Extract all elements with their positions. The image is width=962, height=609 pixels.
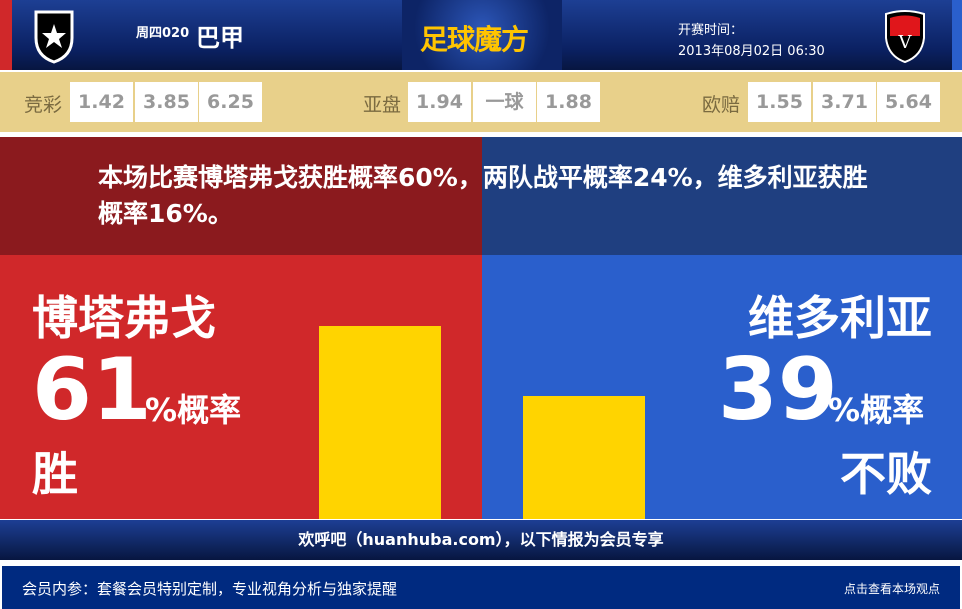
oupei-odds: 1.55 <box>748 82 811 122</box>
view-analysis-link[interactable]: 点击查看本场观点 <box>843 582 940 596</box>
home-outcome: 胜 <box>32 447 78 501</box>
summary-bg-away <box>482 137 962 255</box>
summary-bg-home <box>0 137 482 255</box>
member-banner: 欢呼吧（huanhuba.com），以下情报为会员专享 <box>0 520 962 560</box>
jingcai-odds: 6.25 <box>199 82 262 122</box>
home-percent: 61 <box>32 340 152 440</box>
jingcai-odds: 1.42 <box>70 82 133 122</box>
home-team-name: 博塔弗戈 <box>32 291 216 345</box>
site-logo[interactable]: 足球魔方 <box>420 23 529 56</box>
logo-panel <box>402 0 562 70</box>
home-probability-bar <box>319 326 441 519</box>
yapan-odds: 1.88 <box>537 82 600 122</box>
away-probability-bar <box>523 395 645 519</box>
yapan-handicap: 一球 <box>473 82 536 122</box>
match-number: 周四020 <box>136 26 190 41</box>
home-percent-unit: %概率 <box>145 391 242 429</box>
yapan-odds: 1.94 <box>408 82 471 122</box>
oupei-label: 欧赔 <box>702 94 741 116</box>
league-name: 巴甲 <box>196 24 244 52</box>
jingcai-label: 竞彩 <box>24 94 63 116</box>
away-outcome: 不败 <box>840 447 932 501</box>
kickoff-label: 开赛时间： <box>678 23 744 38</box>
botafogo-crest-icon <box>34 10 74 64</box>
away-percent: 39 <box>718 340 838 440</box>
oupei-odds: 3.71 <box>813 82 876 122</box>
yapan-label: 亚盘 <box>363 94 402 116</box>
home-color-strip <box>0 0 12 70</box>
footer-text: 会员内参：套餐会员特别定制，专业视角分析与独家提醒 <box>22 580 398 598</box>
probability-summary: 本场比赛博塔弗戈获胜概率60%，两队战平概率24%，维多利亚获胜概率16%。 <box>98 163 868 228</box>
away-percent-unit: %概率 <box>828 391 925 429</box>
jingcai-odds: 3.85 <box>135 82 198 122</box>
svg-text:V: V <box>898 32 913 53</box>
oupei-odds: 5.64 <box>877 82 940 122</box>
vitoria-crest-icon: V <box>885 10 925 64</box>
away-color-strip <box>952 0 962 70</box>
away-team-name: 维多利亚 <box>748 291 932 345</box>
kickoff-time: 2013年08月02日 06:30 <box>678 44 825 59</box>
footer <box>2 566 960 609</box>
